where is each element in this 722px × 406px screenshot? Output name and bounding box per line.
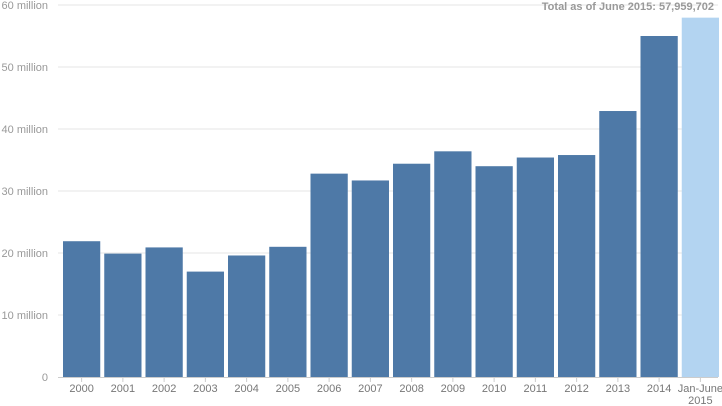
bar: [228, 255, 266, 377]
y-tick-label: 60 million: [2, 0, 48, 12]
bar: [681, 17, 719, 378]
bar: [599, 111, 637, 378]
x-tick-label: 2002: [152, 383, 176, 395]
x-axis-ticks: 2000 2001 2002 2003 2004 2005 2006 2007 2008 2009…: [69, 377, 722, 406]
x-tick-label: 2000: [69, 383, 93, 395]
x-tick-label: 2004: [234, 383, 258, 395]
bar: [104, 253, 142, 377]
x-tick-label: 2013: [606, 383, 630, 395]
x-tick-label: 2003: [193, 383, 217, 395]
y-tick-label: 40 million: [2, 124, 48, 136]
y-tick-label: 10 million: [2, 310, 48, 322]
x-tick-label: 2012: [564, 383, 588, 395]
x-tick-label: 2009: [441, 383, 465, 395]
y-tick-label: 20 million: [2, 248, 48, 260]
x-tick-label: 2015: [688, 395, 712, 406]
bar: [310, 173, 348, 377]
bar: [269, 246, 307, 377]
x-tick-label: 2001: [111, 383, 135, 395]
bar: [186, 271, 224, 377]
bars: [63, 17, 719, 378]
bar: [393, 163, 431, 377]
y-axis-ticks: 0 10 million 20 million 30 million 40 millio…: [2, 0, 48, 384]
bar: [475, 166, 513, 377]
bar: [558, 155, 596, 377]
y-tick-label: 30 million: [2, 186, 48, 198]
x-tick-label: 2005: [276, 383, 300, 395]
y-tick-label: 50 million: [2, 62, 48, 74]
x-tick-label: 2011: [524, 383, 548, 395]
x-tick-label: 2010: [482, 383, 506, 395]
total-annotation: Total as of June 2015: 57,959,702: [542, 1, 714, 13]
x-tick-label: 2006: [317, 383, 341, 395]
bar: [640, 36, 678, 377]
bar: [434, 151, 472, 377]
x-tick-label: 2008: [399, 383, 423, 395]
y-tick-label: 0: [42, 372, 48, 384]
x-tick-label: Jan-June: [678, 383, 722, 395]
bar: [351, 180, 389, 377]
x-tick-label: 2007: [358, 383, 382, 395]
bar: [516, 157, 554, 377]
bar: [145, 247, 183, 377]
bar: [63, 241, 101, 377]
x-tick-label: 2014: [647, 383, 671, 395]
